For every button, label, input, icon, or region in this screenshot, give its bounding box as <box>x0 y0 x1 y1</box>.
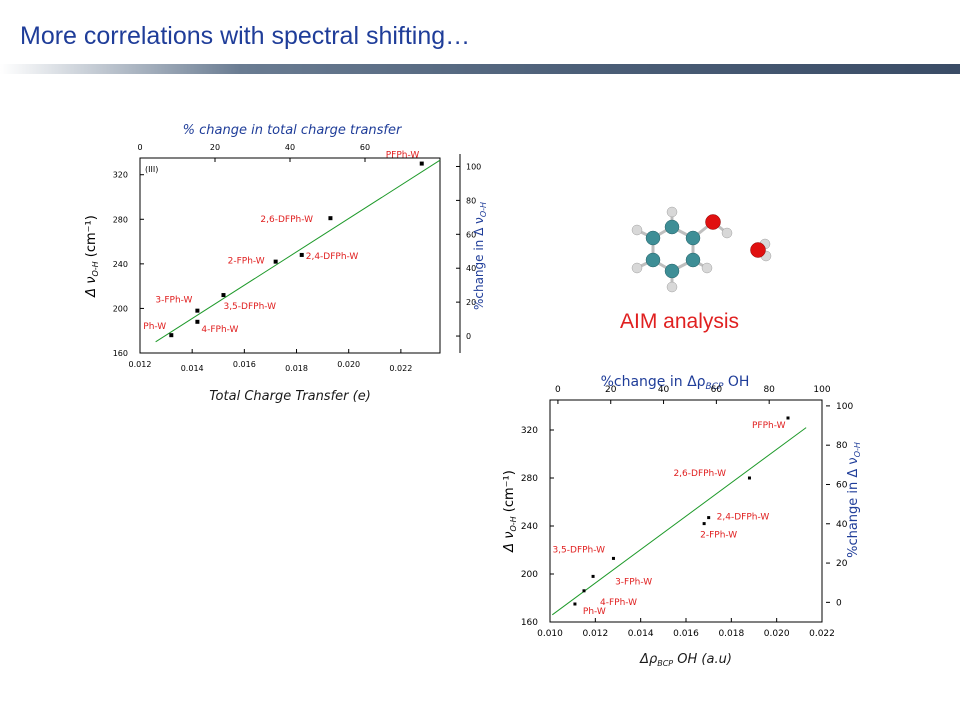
top-tick-label: 20 <box>605 385 617 395</box>
data-point <box>611 556 615 560</box>
y-tick-label: 200 <box>521 570 538 580</box>
x-tick-label: 0.012 <box>129 360 152 369</box>
plot-frame <box>549 399 823 623</box>
top-axis-title: % change in total charge transfer <box>183 123 403 138</box>
rho-bcp-chart: %change in ΔρBCP OH 0.010 0.012 0.014 0.016… <box>502 374 862 668</box>
right-tick-label: 0 <box>466 332 471 341</box>
point-label: 2,6-DFPh-W <box>260 215 313 225</box>
data-point <box>195 308 200 313</box>
x-tick-label: 0.022 <box>389 364 412 373</box>
fit-line <box>155 159 441 343</box>
point-label: 3-FPh-W <box>615 577 652 587</box>
point-label: 2,4-DFPh-W <box>717 513 770 523</box>
y-tick-label: 280 <box>113 215 128 224</box>
x-tick-label: 0.022 <box>809 629 835 639</box>
x-tick-label: 0.020 <box>337 360 360 369</box>
right-tick-label: 40 <box>466 264 476 273</box>
top-tick-label: 100 <box>813 385 830 395</box>
panel-label: (III) <box>145 165 158 174</box>
top-tick-label: 60 <box>360 143 370 152</box>
x-tick-label: 0.014 <box>628 629 654 639</box>
point-label: 2-FPh-W <box>228 257 265 267</box>
point-label: PFPh-W <box>386 151 420 161</box>
y-tick-label: 160 <box>521 618 538 628</box>
point-label: 2,6-DFPh-W <box>673 469 726 479</box>
right-axis-title: %change in Δ νO-H <box>846 442 862 558</box>
right-tick-label: 20 <box>466 298 476 307</box>
top-tick-label: 80 <box>763 385 775 395</box>
y-tick-label: 280 <box>521 474 538 484</box>
data-point <box>707 516 711 520</box>
y-axis-title: Δ νO-H (cm⁻¹) <box>84 215 100 298</box>
x-tick-label: 0.012 <box>582 629 608 639</box>
right-tick-label: 100 <box>836 402 853 412</box>
data-point <box>591 574 595 578</box>
data-point <box>582 589 586 593</box>
x-tick-label: 0.016 <box>673 629 699 639</box>
right-tick-label: 60 <box>836 480 848 490</box>
y-tick-label: 240 <box>521 522 538 532</box>
data-point <box>573 602 577 606</box>
data-point <box>786 416 790 420</box>
top-tick-label: 0 <box>137 143 142 152</box>
right-tick-label: 20 <box>836 559 848 569</box>
right-tick-label: 80 <box>466 196 476 205</box>
top-tick-label: 20 <box>210 143 220 152</box>
point-label: 2,4-DFPh-W <box>306 252 359 262</box>
x-tick-label: 0.014 <box>181 364 204 373</box>
right-axis-title: %change in Δ νO-H <box>472 202 488 310</box>
x-tick-label: 0.018 <box>718 629 744 639</box>
x-tick-label: 0.016 <box>233 360 256 369</box>
top-axis-title: %change in ΔρBCP OH <box>601 374 750 392</box>
y-tick-label: 320 <box>521 426 538 436</box>
right-tick-label: 60 <box>466 230 476 239</box>
top-tick-label: 0 <box>555 385 561 395</box>
phenol-water-molecule-icon <box>631 206 772 293</box>
title-divider-bar <box>0 64 960 74</box>
data-point <box>169 333 174 338</box>
point-label: PFPh-W <box>752 421 786 431</box>
y-tick-label: 200 <box>113 304 128 313</box>
y-tick-label: 320 <box>113 171 128 180</box>
y-tick-label: 240 <box>113 260 128 269</box>
data-point <box>299 252 304 257</box>
point-label: Ph-W <box>583 607 606 617</box>
x-tick-label: 0.020 <box>764 629 790 639</box>
data-point <box>328 216 333 221</box>
x-axis-title: Total Charge Transfer (e) <box>209 389 371 404</box>
point-label: Ph-W <box>143 322 166 332</box>
right-tick-label: 0 <box>836 598 842 608</box>
data-point <box>702 522 706 526</box>
y-tick-label: 160 <box>113 349 128 358</box>
point-label: 2-FPh-W <box>700 531 737 541</box>
data-point <box>747 476 751 480</box>
y-axis-title: Δ νO-H (cm⁻¹) <box>502 470 518 553</box>
slide-title: More correlations with spectral shifting… <box>20 22 471 50</box>
right-tick-label: 80 <box>836 441 848 451</box>
charge-transfer-chart: % change in total charge transfer 0.012 0… <box>84 123 488 404</box>
point-label: 3,5-DFPh-W <box>223 302 276 312</box>
point-label: 3-FPh-W <box>155 296 192 306</box>
top-tick-label: 40 <box>658 385 670 395</box>
data-point <box>419 161 424 166</box>
data-point <box>195 319 200 324</box>
right-tick-label: 40 <box>836 520 848 530</box>
point-label: 4-FPh-W <box>201 325 238 335</box>
x-tick-label: 0.018 <box>285 364 308 373</box>
x-tick-label: 0.010 <box>537 629 563 639</box>
data-point <box>273 259 278 264</box>
data-point <box>221 293 226 298</box>
x-axis-title: ΔρBCP OH (a.u) <box>639 652 732 668</box>
right-tick-label: 100 <box>466 162 481 171</box>
point-label: 3,5-DFPh-W <box>552 545 605 555</box>
top-tick-label: 60 <box>711 385 723 395</box>
top-tick-label: 40 <box>285 143 295 152</box>
point-label: 4-FPh-W <box>600 598 637 608</box>
fit-line <box>551 427 807 616</box>
aim-analysis-label: AIM analysis <box>620 310 740 333</box>
